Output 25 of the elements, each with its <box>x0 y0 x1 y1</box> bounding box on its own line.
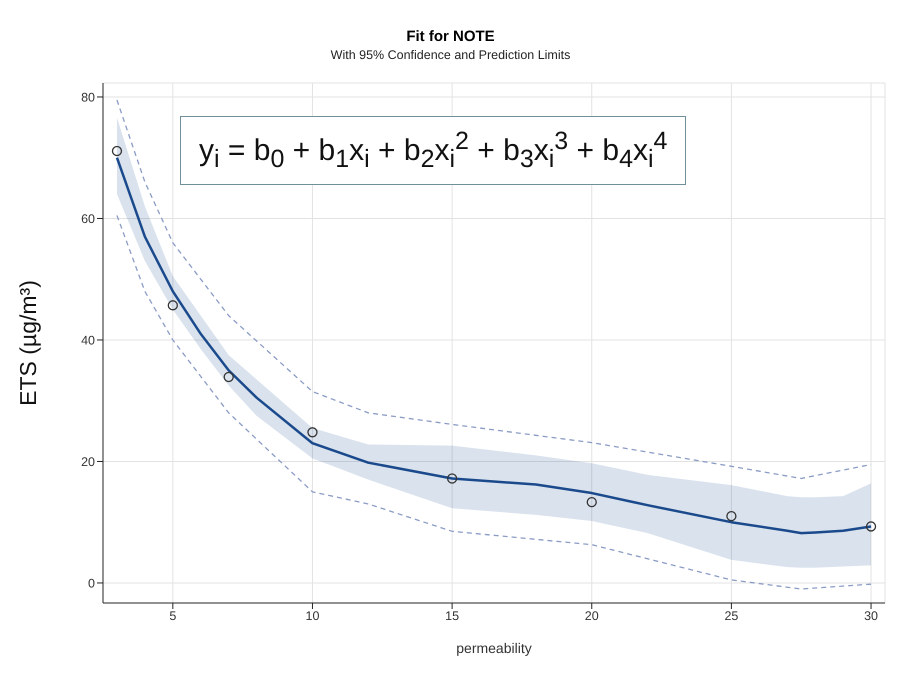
x-axis-title: permeability <box>456 640 532 656</box>
line-series <box>116 214 872 590</box>
point <box>866 521 876 532</box>
point <box>726 510 737 522</box>
point <box>112 146 122 156</box>
y-tick-label: 80 <box>81 90 96 104</box>
x-tick-label: 15 <box>445 608 460 623</box>
x-tick-label: 5 <box>169 608 176 623</box>
point <box>224 372 234 382</box>
chart-title: Fit for NOTE <box>405 28 496 45</box>
y-tick-label: 40 <box>81 333 96 348</box>
y-tick-label: 20 <box>81 454 96 469</box>
x-tick-label: 25 <box>724 608 738 623</box>
line-series <box>116 99 872 480</box>
x-tick-label: 30 <box>864 608 878 623</box>
y-tick-label: 0 <box>88 576 96 590</box>
point <box>586 497 597 508</box>
chart-subtitle: With 95% Confidence and Prediction Limits <box>330 48 572 62</box>
x-tick-label: 20 <box>584 608 599 623</box>
point <box>446 473 458 484</box>
point <box>168 300 178 310</box>
x-tick-label: 10 <box>306 608 320 623</box>
y-tick-label: 60 <box>81 212 96 226</box>
point <box>307 427 318 438</box>
y-axis-title: ETS (µg/m³) <box>15 280 42 406</box>
